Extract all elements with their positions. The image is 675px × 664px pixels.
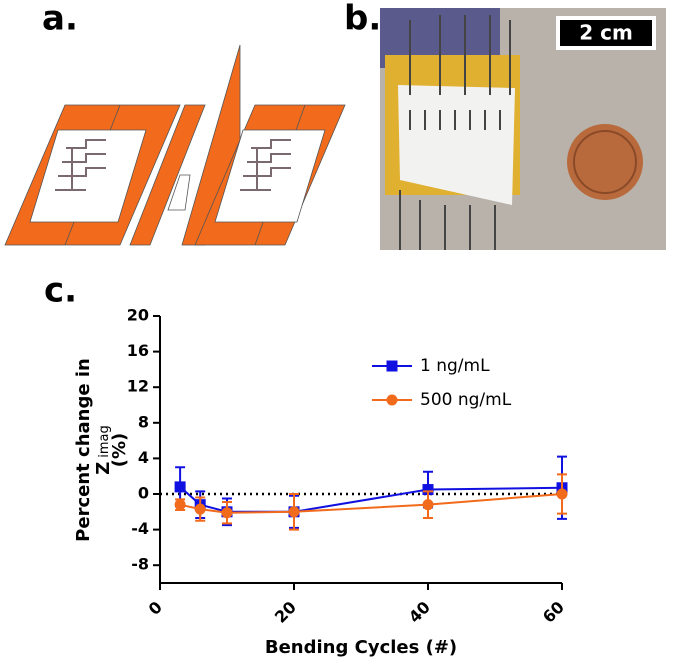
point [422,499,434,511]
sensor-diagram [4,44,346,246]
x-axis-label: Bending Cycles (#) [265,637,457,658]
point [288,506,300,518]
x-tick-label: 60 [539,598,568,627]
legend-marker [386,394,398,406]
y-tick-label: -8 [131,555,149,574]
y-axis-subscript: imag [97,425,112,458]
y-axis-label: Percent change in [73,358,94,542]
point [174,499,186,511]
y-tick-label: 20 [127,306,149,325]
point [422,484,434,496]
y-axis-label: Zimag [93,425,114,475]
y-tick-label: 0 [138,484,149,503]
y-axis-unit: (%) [109,433,130,468]
panel-label: a. [42,0,78,39]
legend-label: 1 ng/mL [420,356,490,376]
x-tick-label: 0 [145,598,166,619]
point [194,503,206,515]
point [556,488,568,500]
panel-label: b. [344,0,381,39]
y-tick-label: -4 [131,519,149,538]
point [174,481,186,493]
x-tick-label: 40 [405,598,434,627]
legend-marker [386,360,398,372]
y-tick-label: 8 [138,412,149,431]
scale-bar-label: 2 cm [579,21,633,45]
y-tick-label: 12 [127,377,149,396]
y-tick-label: 4 [138,448,149,467]
y-tick-label: 16 [127,341,149,360]
panel-label: c. [44,271,77,311]
x-tick-label: 20 [271,598,300,627]
point [221,507,233,519]
y-axis-symbol: Z [93,462,114,475]
photo: 2 cm [380,8,666,250]
series-line [179,493,563,514]
legend-label: 500 ng/mL [420,390,512,410]
chart: Bending Cycles (#) Percent change in Zim… [73,358,457,658]
